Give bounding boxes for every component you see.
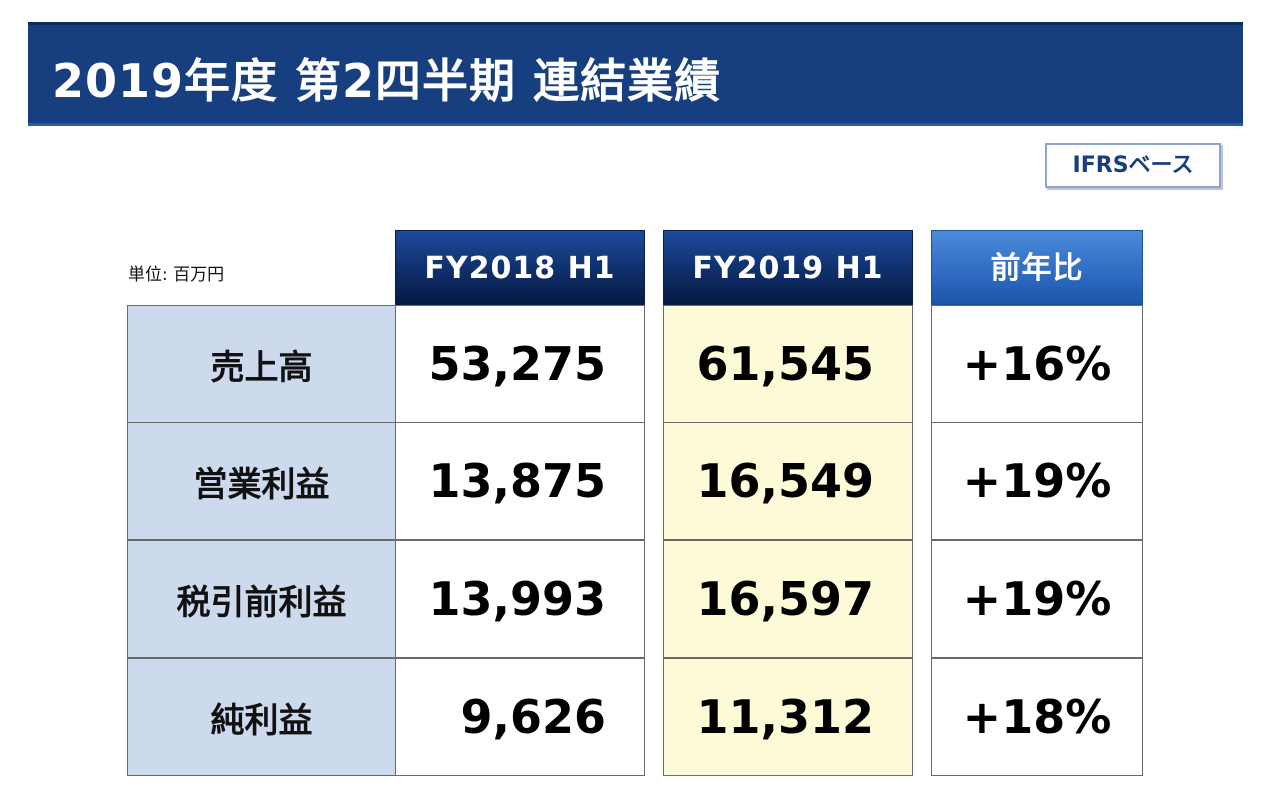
value-fy2018: 13,875 — [395, 422, 645, 540]
page-title: 2019年度 第2四半期 連結業績 — [52, 54, 722, 108]
value-fy2019: 61,545 — [663, 305, 913, 423]
value-ratio: +19% — [931, 540, 1143, 658]
row-label: 営業利益 — [127, 422, 396, 540]
value-fy2018: 13,993 — [395, 540, 645, 658]
row-label: 売上高 — [127, 305, 396, 423]
header-fy2018: FY2018 H1 — [395, 230, 645, 305]
value-fy2019: 16,549 — [663, 422, 913, 540]
value-ratio: +16% — [931, 305, 1143, 423]
row-label: 純利益 — [127, 658, 396, 776]
header-ratio: 前年比 — [931, 230, 1143, 305]
row-label: 税引前利益 — [127, 540, 396, 658]
value-fy2019: 11,312 — [663, 658, 913, 776]
value-fy2019: 16,597 — [663, 540, 913, 658]
header-fy2019: FY2019 H1 — [663, 230, 913, 305]
ifrs-badge: IFRSベース — [1045, 143, 1221, 188]
value-ratio: +19% — [931, 422, 1143, 540]
value-ratio: +18% — [931, 658, 1143, 776]
value-fy2018: 9,626 — [395, 658, 645, 776]
unit-label: 単位: 百万円 — [128, 265, 225, 285]
title-bar: 2019年度 第2四半期 連結業績 — [28, 22, 1243, 126]
value-fy2018: 53,275 — [395, 305, 645, 423]
